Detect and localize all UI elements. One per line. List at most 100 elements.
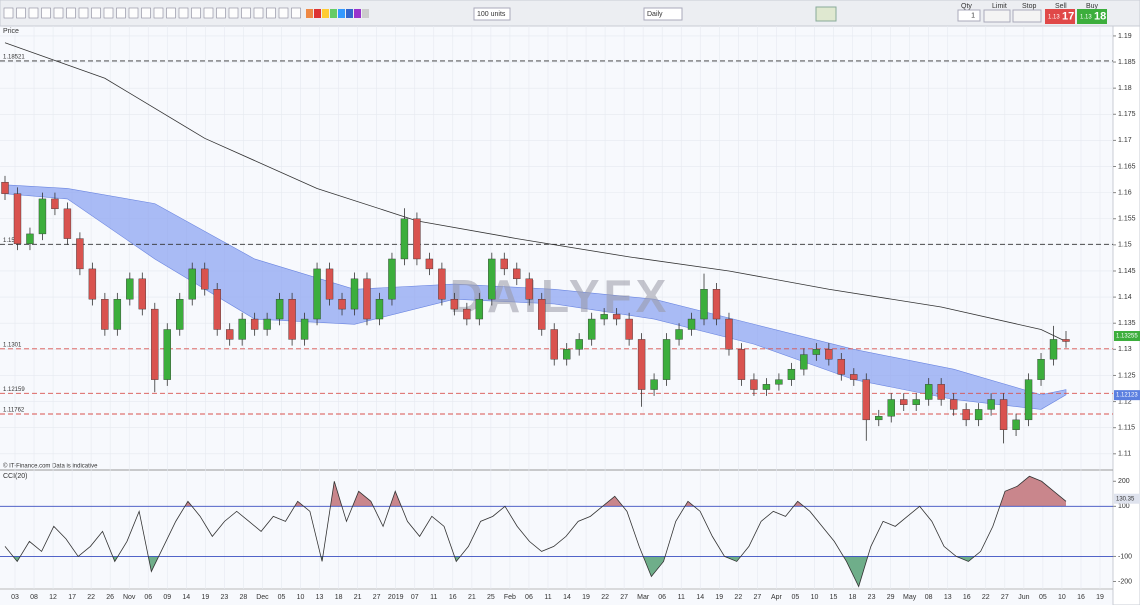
candle-body: [475, 298, 484, 320]
candle-body: [300, 318, 309, 340]
candle-body: [725, 318, 733, 350]
y-tick-label: 1.17: [1118, 137, 1132, 144]
units: 100 units: [477, 11, 506, 18]
candle-body: [987, 399, 995, 410]
y-tick-label: 1.145: [1118, 268, 1136, 275]
tool-icon: [128, 7, 139, 19]
x-tick-label: 05: [1039, 594, 1047, 601]
timeframe-dropdown[interactable]: [643, 7, 683, 21]
x-tick-label: 12: [49, 594, 57, 601]
candle-body: [612, 314, 621, 320]
x-tick-label: Nov: [123, 594, 136, 601]
chart-type-button[interactable]: [815, 6, 837, 22]
price-tag-label: 1.13255: [1116, 334, 1138, 340]
x-tick-label: 23: [220, 594, 228, 601]
candle-body: [513, 268, 521, 280]
candle-body: [288, 298, 296, 340]
x-tick-label: 06: [144, 594, 152, 601]
candle-body: [1037, 359, 1045, 380]
tool-icon: [66, 7, 76, 19]
units-dropdown[interactable]: [473, 7, 511, 21]
stop-button[interactable]: [1012, 9, 1042, 23]
x-tick-label: 09: [163, 594, 171, 601]
y-tick-label: 1.155: [1118, 216, 1136, 223]
tool-icon: [53, 7, 64, 19]
y-tick-label: 1.135: [1118, 320, 1136, 327]
candle-body: [812, 349, 821, 355]
timeframe: Daily: [647, 11, 663, 18]
candle-body: [26, 233, 34, 245]
candle-body: [201, 268, 209, 290]
x-tick-label: 05: [278, 594, 286, 601]
x-tick-label: 11: [678, 594, 685, 601]
tool-icon: [216, 7, 226, 19]
tool-icon: [91, 7, 101, 19]
right-axis: [1112, 25, 1140, 605]
x-tick-label: May: [903, 594, 917, 601]
candle-body: [800, 354, 808, 370]
x-tick-label: Jun: [1018, 594, 1029, 601]
cci-tick-label: 200: [1118, 478, 1130, 485]
y-tick-label: 1.11: [1118, 451, 1131, 458]
candle-body: [662, 339, 671, 380]
tool-icon: [116, 7, 126, 19]
candle-body: [650, 379, 658, 390]
y-tick-label: 1.115: [1118, 425, 1135, 432]
x-tick-label: 28: [240, 594, 248, 601]
candle-body: [275, 298, 284, 320]
candle-body: [675, 329, 683, 340]
candle-body: [188, 268, 196, 300]
toolbar: [0, 0, 1140, 27]
candle-body: [425, 258, 434, 270]
candle-body: [88, 268, 97, 300]
candle-body: [550, 329, 558, 360]
candle-body: [13, 193, 22, 245]
candle-body: [875, 415, 883, 421]
cci-line: [4, 475, 1067, 588]
x-tick-label: 18: [849, 594, 857, 601]
x-tick-label: 05: [792, 594, 800, 601]
candle-body: [900, 399, 908, 405]
y-tick-label: 1.125: [1118, 372, 1136, 379]
sell-button[interactable]: [1045, 9, 1075, 24]
x-tick-label: Apr: [771, 594, 783, 601]
candle-body: [587, 318, 596, 340]
x-tick-label: 21: [354, 594, 362, 601]
stop-label: Stop: [1022, 3, 1037, 10]
candle-body: [213, 289, 221, 330]
color-swatch: [346, 9, 353, 18]
candle-body: [51, 198, 59, 210]
level-label: 1.11762: [3, 408, 25, 414]
y-tick-label: 1.165: [1118, 163, 1136, 170]
limit-label: Limit: [992, 3, 1007, 10]
y-tick-label: 1.185: [1118, 59, 1136, 66]
level-label: 1.12159: [3, 387, 25, 393]
x-tick-label: 19: [201, 594, 209, 601]
x-tick-label: 06: [525, 594, 533, 601]
panel-label: Price: [3, 28, 19, 35]
candle-body: [712, 289, 721, 320]
tool-icon: [3, 7, 14, 19]
x-tick-label: 19: [1096, 594, 1104, 601]
cci-tick-label: -200: [1118, 578, 1132, 585]
cci-tag-label: 130.35: [1116, 496, 1135, 502]
cci-tick-label: -100: [1118, 553, 1132, 560]
qty-input[interactable]: [957, 9, 981, 22]
candle-body: [912, 399, 920, 405]
limit-button[interactable]: [983, 9, 1011, 23]
x-tick-label: 10: [1058, 594, 1066, 601]
candle-body: [862, 379, 870, 421]
x-tick-label: Dec: [256, 594, 269, 601]
candle-body: [225, 329, 234, 340]
tool-icon: [28, 7, 39, 19]
buy-button[interactable]: [1077, 9, 1107, 24]
candle-body: [63, 208, 72, 239]
tool-icon: [278, 7, 289, 19]
color-swatch: [306, 9, 313, 18]
candle-body: [999, 399, 1008, 430]
tool-icons: [3, 7, 369, 19]
qty-label: Qty: [961, 3, 972, 10]
x-tick-label: 11: [430, 594, 437, 601]
